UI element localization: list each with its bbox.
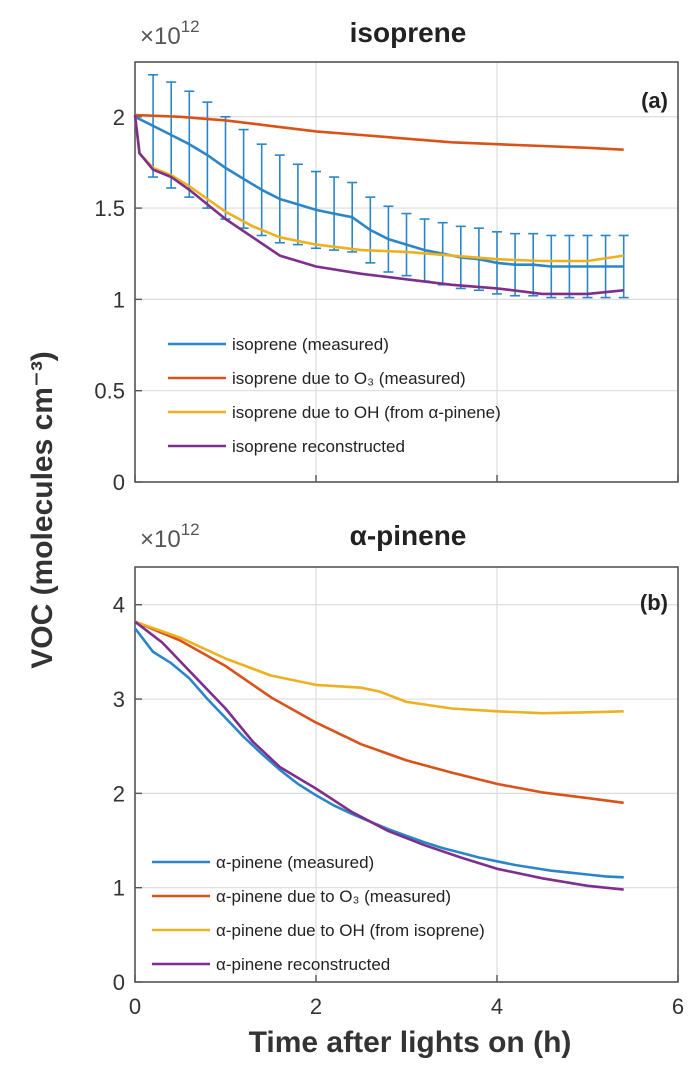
legend-entry: isoprene due to OH (from α-pinene) xyxy=(232,403,501,422)
series-line-2 xyxy=(134,620,624,715)
panel-isoprene: 0 0.5 1 1.5 2 isoprene ×1012 (a) isoprene (measu… xyxy=(94,17,679,495)
axis-multiplier: ×1012 xyxy=(140,17,200,50)
series-line-1 xyxy=(134,620,624,805)
axis-multiplier-exponent: 12 xyxy=(181,17,200,36)
y-tick-label: 0 xyxy=(113,470,125,495)
axis-multiplier-base: ×10 xyxy=(140,23,181,50)
legend-entry: α-pinene (measured) xyxy=(216,853,374,872)
y-tick-label: 1 xyxy=(113,287,125,312)
axis-multiplier-base: ×10 xyxy=(140,526,181,553)
axes-box xyxy=(134,566,679,983)
axes-box xyxy=(134,61,679,483)
y-tick-label: 1 xyxy=(113,876,125,901)
series-line-3 xyxy=(133,114,624,296)
legend-entry: isoprene (measured) xyxy=(232,335,389,354)
series-line-0 xyxy=(134,115,624,268)
series-line-0 xyxy=(133,627,624,879)
chart-title: α-pinene xyxy=(350,520,467,551)
panel-label: (a) xyxy=(641,88,668,113)
x-axis-label: Time after lights on (h) xyxy=(249,1026,572,1059)
x-tick-label: 6 xyxy=(672,994,684,1019)
legend-entry: isoprene reconstructed xyxy=(232,437,405,456)
y-axis-label: VOC (molecules cm⁻³) xyxy=(26,351,59,669)
legend-entry: isoprene due to O₃ (measured) xyxy=(232,369,466,388)
y-tick-label: 4 xyxy=(113,593,125,618)
y-tick-label: 3 xyxy=(113,687,125,712)
panel-label: (b) xyxy=(640,590,668,615)
chart-title: isoprene xyxy=(350,17,467,48)
y-tick-label: 2 xyxy=(113,781,125,806)
y-tick-label: 0 xyxy=(113,970,125,995)
legend-entry: α-pinene due to O₃ (measured) xyxy=(216,887,451,906)
y-tick-label: 1.5 xyxy=(94,196,125,221)
legend-entry: α-pinene reconstructed xyxy=(216,955,390,974)
x-tick-label: 4 xyxy=(491,994,503,1019)
series-line-2 xyxy=(133,114,624,263)
series-line-3 xyxy=(134,620,624,891)
x-tick-label: 0 xyxy=(129,994,141,1019)
axis-multiplier: ×1012 xyxy=(140,520,200,553)
legend-entry: α-pinene due to OH (from isoprene) xyxy=(216,921,485,940)
axis-multiplier-exponent: 12 xyxy=(181,520,200,539)
x-tick-label: 2 xyxy=(310,994,322,1019)
series-line-1 xyxy=(134,113,624,151)
y-tick-label: 2 xyxy=(113,105,125,130)
y-tick-label: 0.5 xyxy=(94,379,125,404)
